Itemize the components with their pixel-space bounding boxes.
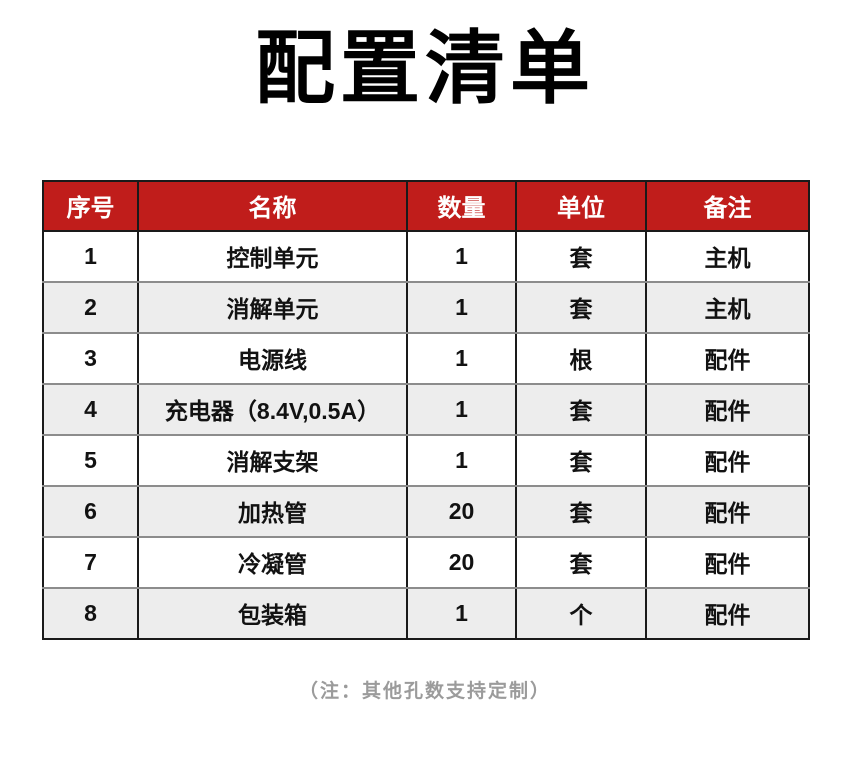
table-row: 4 充电器（8.4V,0.5A） 1 套 配件 [42,382,810,436]
cell-unit: 套 [515,484,647,538]
cell-unit: 套 [515,433,647,487]
cell-quantity: 1 [406,586,517,640]
column-header-remarks: 备注 [645,179,810,232]
page-title: 配置清单 [255,24,595,113]
cell-remarks: 配件 [645,535,810,589]
cell-quantity: 1 [406,331,517,385]
cell-quantity: 20 [406,535,517,589]
cell-serial: 8 [42,586,139,640]
cell-serial: 7 [42,535,139,589]
cell-name: 冷凝管 [137,535,408,589]
table-row: 7 冷凝管 20 套 配件 [42,535,810,589]
cell-remarks: 配件 [645,484,810,538]
column-header-quantity: 数量 [406,179,517,232]
cell-remarks: 配件 [645,586,810,640]
cell-unit: 套 [515,280,647,334]
cell-name: 加热管 [137,484,408,538]
cell-name: 消解单元 [137,280,408,334]
cell-quantity: 20 [406,484,517,538]
cell-remarks: 配件 [645,331,810,385]
table-row: 2 消解单元 1 套 主机 [42,280,810,334]
cell-name: 消解支架 [137,433,408,487]
cell-serial: 4 [42,382,139,436]
cell-quantity: 1 [406,382,517,436]
table-row: 8 包装箱 1 个 配件 [42,586,810,640]
cell-name: 充电器（8.4V,0.5A） [137,382,408,436]
table-row: 5 消解支架 1 套 配件 [42,433,810,487]
cell-serial: 3 [42,331,139,385]
cell-serial: 6 [42,484,139,538]
cell-unit: 套 [515,535,647,589]
cell-unit: 根 [515,331,647,385]
cell-remarks: 配件 [645,382,810,436]
cell-remarks: 主机 [645,280,810,334]
table-row: 3 电源线 1 根 配件 [42,331,810,385]
cell-name: 电源线 [137,331,408,385]
cell-unit: 套 [515,382,647,436]
footnote: （注：其他孔数支持定制） [298,680,551,702]
table-row: 6 加热管 20 套 配件 [42,484,810,538]
cell-quantity: 1 [406,433,517,487]
column-header-serial: 序号 [42,179,139,232]
config-table: 序号 名称 数量 单位 备注 1 控制单元 1 套 主机 2 消解单元 1 套 … [42,179,810,640]
cell-name: 包装箱 [137,586,408,640]
cell-serial: 5 [42,433,139,487]
column-header-name: 名称 [137,179,408,232]
cell-quantity: 1 [406,229,517,283]
cell-remarks: 主机 [645,229,810,283]
cell-remarks: 配件 [645,433,810,487]
cell-name: 控制单元 [137,229,408,283]
cell-serial: 1 [42,229,139,283]
cell-serial: 2 [42,280,139,334]
table-row: 1 控制单元 1 套 主机 [42,229,810,283]
column-header-unit: 单位 [515,179,647,232]
cell-unit: 套 [515,229,647,283]
table-header-row: 序号 名称 数量 单位 备注 [42,179,810,232]
cell-quantity: 1 [406,280,517,334]
cell-unit: 个 [515,586,647,640]
